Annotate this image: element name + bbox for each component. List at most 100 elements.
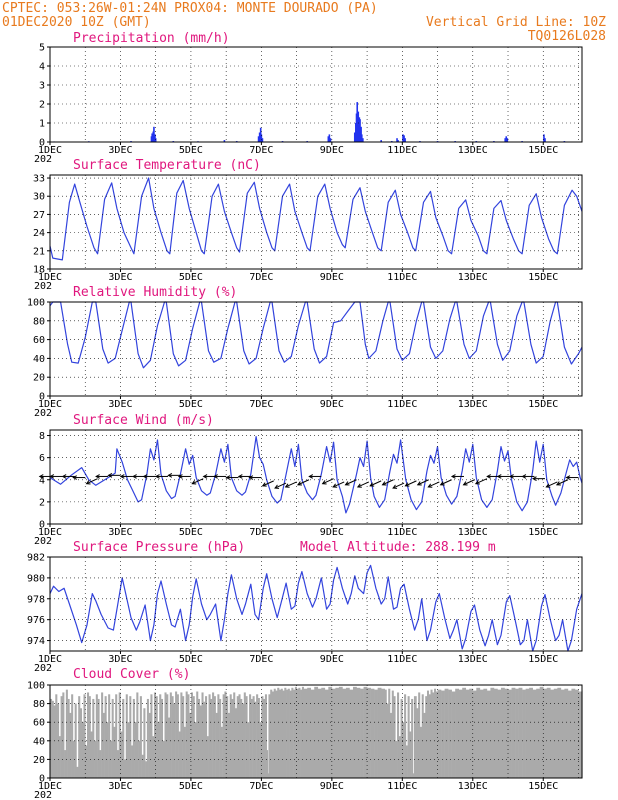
cloud-cover-bar — [92, 698, 95, 778]
cloud-cover-bar — [483, 688, 488, 778]
wind-arrow — [369, 480, 382, 487]
cloud-cover-bar — [129, 696, 132, 778]
wind-arrowhead — [142, 474, 148, 479]
y-tick-label: 980 — [27, 573, 45, 584]
cloud-cover-bar — [264, 694, 267, 778]
wind-series-line — [49, 436, 583, 514]
wind-arrow — [392, 482, 405, 489]
precip-bar — [328, 134, 331, 142]
x-tick-label: 9DEC — [320, 399, 344, 410]
cloud-cover-bar — [88, 696, 91, 778]
wind-arrow — [463, 479, 475, 486]
x-tick-label: 3DEC — [108, 272, 132, 283]
wind-arrow — [440, 479, 452, 486]
cloud-cover-bar — [122, 698, 125, 778]
cloud-cover-bar — [515, 688, 519, 778]
panel-frame — [49, 429, 583, 525]
x-tick-label: 7DEC — [249, 399, 273, 410]
panel-frame — [49, 301, 583, 397]
cloud-cover-bar — [148, 712, 151, 778]
wind-arrowhead — [177, 474, 183, 479]
wind-arrowhead — [404, 482, 410, 487]
cloud-cover-bar — [335, 687, 340, 778]
x-tick-label: 13DEC — [458, 272, 488, 283]
panel-frame — [49, 684, 583, 779]
panel-frame — [49, 46, 583, 143]
wind-arrow — [405, 480, 417, 487]
x-tick-label: 5DEC — [179, 654, 203, 665]
cloud-cover-bar — [356, 687, 361, 778]
precip-bar — [357, 111, 360, 142]
x-tick-label: 3DEC — [108, 527, 132, 538]
cloud-cover-bar — [136, 692, 139, 778]
x-tick-label: 9DEC — [320, 145, 344, 156]
y-tick-label: 3 — [39, 81, 45, 92]
x-tick-label: 13DEC — [458, 527, 488, 538]
cloud-cover-bar — [504, 688, 509, 778]
cloud-cover-bar — [298, 687, 301, 778]
cloud-cover-bar — [141, 754, 144, 778]
cloud-cover-bar — [275, 690, 278, 778]
cloud-cover-bar — [219, 698, 222, 778]
panel-title-pressure: Surface Pressure (hPa) — [73, 540, 245, 555]
wind-arrowhead — [509, 474, 514, 479]
cloud-cover-bar — [560, 689, 565, 778]
x-tick-label: 7DEC — [249, 654, 273, 665]
y-tick-label: 80 — [33, 316, 45, 327]
panel-title-humidity: Relative Humidity (%) — [73, 285, 237, 300]
cloud-cover-bar — [270, 689, 273, 778]
cloud-cover-bar — [289, 690, 292, 778]
cloud-cover-bar — [64, 750, 67, 778]
cloud-cover-bar — [511, 687, 516, 778]
cloud-cover-bar — [367, 687, 371, 778]
y-tick-label: 2 — [39, 497, 45, 508]
wind-arrow — [382, 479, 394, 486]
x-tick-label: 5DEC — [179, 527, 203, 538]
cloud-cover-bar — [578, 691, 583, 778]
cloud-cover-bar — [197, 698, 201, 778]
x-tick-label: 7DEC — [249, 527, 273, 538]
panel-humidity: Relative Humidity (%) 0 20 40 60 80 100 1DEC 3D… — [27, 285, 583, 419]
cloud-cover-bar — [203, 701, 206, 778]
precip-bar — [257, 136, 260, 142]
wind-arrowhead — [344, 481, 350, 486]
wind-arrowhead — [225, 475, 231, 480]
precip-bar — [506, 138, 509, 142]
cloud-cover-bar — [85, 745, 88, 778]
x-tick-label: 1DEC — [38, 272, 62, 283]
cloud-cover-bar — [201, 692, 204, 778]
cloud-cover-bar — [314, 686, 319, 778]
cloud-cover-bar — [490, 687, 495, 778]
wind-arrowhead — [439, 481, 445, 486]
cloud-cover-bar — [279, 689, 282, 778]
cloud-cover-bar — [317, 688, 322, 778]
wind-arrowhead — [308, 474, 314, 479]
cloud-cover-bar — [125, 694, 128, 778]
cloud-cover-bar — [266, 750, 269, 778]
cloud-cover-bar — [345, 687, 350, 778]
cloud-cover-bar — [294, 686, 297, 778]
cloud-cover-bar — [62, 692, 65, 778]
cloud-cover-bar — [190, 692, 193, 778]
cloud-cover-bar — [557, 687, 562, 778]
x-tick-label: 15DEC — [528, 399, 558, 410]
x-tick-label: 13DEC — [458, 145, 488, 156]
cloud-cover-bar — [231, 698, 234, 778]
cloud-cover-bar — [291, 687, 294, 778]
cloud-cover-bar — [104, 696, 107, 778]
cloud-cover-bar — [171, 696, 174, 778]
cloud-cover-bar — [287, 688, 290, 778]
cloud-cover-bar — [421, 694, 424, 778]
wind-arrowhead — [369, 482, 375, 487]
x-year-label: 202 — [34, 663, 52, 674]
cloud-cover-bar — [213, 696, 216, 778]
cloud-cover-bar — [182, 696, 185, 778]
x-tick-label: 13DEC — [458, 654, 488, 665]
x-year-label: 202 — [34, 536, 52, 547]
cloud-cover-bar — [522, 689, 526, 778]
wind-arrow — [345, 479, 357, 486]
cloud-cover-bar — [301, 686, 304, 778]
cloud-cover-bar — [175, 691, 178, 778]
cloud-cover-bar — [150, 694, 153, 778]
y-tick-label: 978 — [27, 594, 45, 605]
